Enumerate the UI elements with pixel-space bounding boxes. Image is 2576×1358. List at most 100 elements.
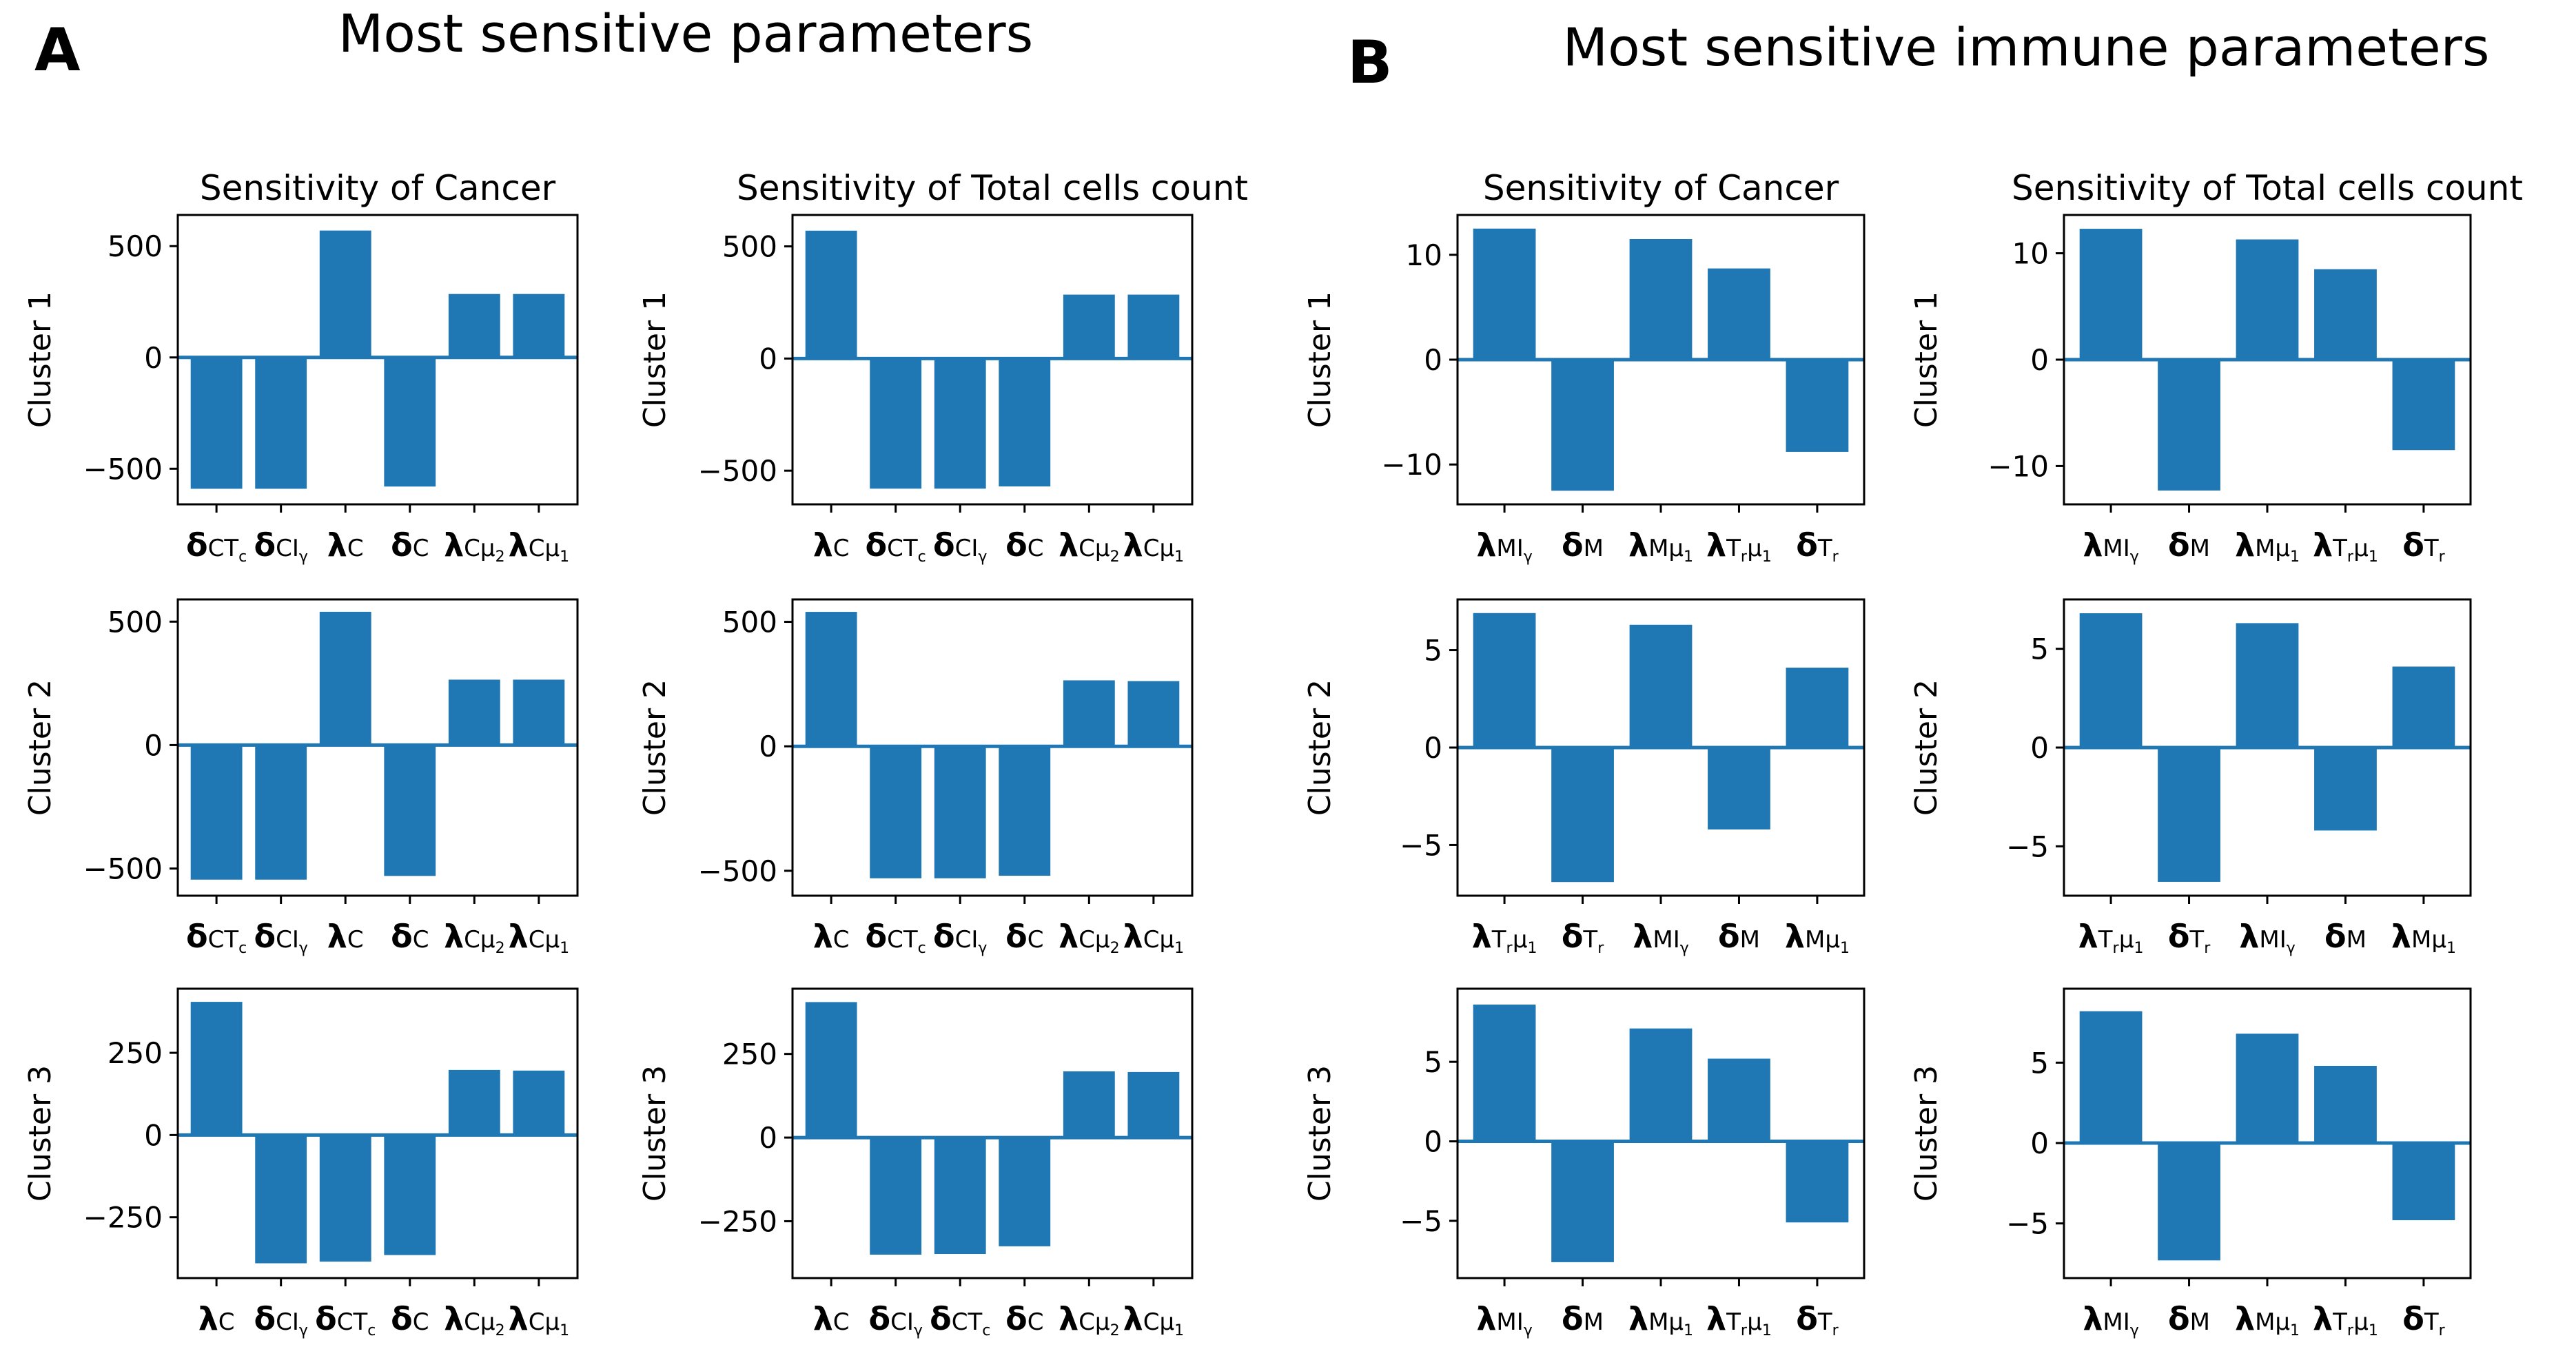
- panel-a-title: Most sensitive parameters: [338, 3, 1033, 64]
- bar: [1708, 268, 1770, 360]
- y-tick-label: 0: [144, 341, 163, 375]
- subplot-title: Sensitivity of Total cells count: [737, 168, 1248, 208]
- bar: [319, 1135, 371, 1262]
- subplot-title: Sensitivity of Total cells count: [2012, 168, 2523, 208]
- bar: [2236, 1033, 2299, 1143]
- bar: [448, 1069, 500, 1135]
- subplot-title: Sensitivity of Cancer: [1483, 168, 1839, 208]
- x-tick-label: δCIγ: [868, 1300, 922, 1339]
- x-tick-label: δTr: [2402, 526, 2445, 566]
- subplot-b-r1-c2: Sensitivity of Total cells count Cluster …: [1909, 168, 2523, 566]
- bar: [999, 358, 1051, 486]
- y-tick-label: −5: [2006, 830, 2049, 863]
- x-tick-label: λMIγ: [2083, 1300, 2139, 1339]
- y-tick-label: 0: [759, 730, 777, 763]
- bar: [2079, 229, 2143, 360]
- y-tick-label: 10: [2012, 237, 2049, 271]
- bar: [384, 745, 436, 876]
- bar: [255, 1135, 307, 1264]
- y-tick-label: 500: [108, 229, 163, 263]
- x-tick-label: λC: [327, 918, 364, 955]
- bar: [1786, 1141, 1849, 1223]
- bar: [255, 357, 307, 489]
- bar: [2236, 623, 2299, 748]
- y-tick-label: 0: [2030, 731, 2049, 765]
- x-tick-label: δTr: [2402, 1300, 2445, 1339]
- x-tick-label: λMIγ: [2083, 526, 2139, 566]
- bar: [1708, 748, 1770, 830]
- x-tick-label: λCμ1: [509, 1300, 570, 1339]
- y-axis-label: Cluster 1: [23, 291, 58, 428]
- x-tick-label: λCμ1: [509, 526, 570, 566]
- y-tick-label: 0: [144, 1118, 163, 1152]
- x-tick-label: λMIγ: [2239, 918, 2296, 957]
- x-tick-label: λMμ1: [2391, 918, 2456, 957]
- bar: [1063, 294, 1115, 359]
- bar: [805, 1002, 857, 1138]
- x-tick-label: λC: [813, 1300, 850, 1337]
- subplot-b-r3-c1: Cluster 3 λMIγ δM λMμ1 λTr μ1 δTr 5 0 −5: [1302, 987, 1865, 1339]
- y-tick-label: 0: [1424, 1125, 1442, 1159]
- bar: [2392, 1143, 2455, 1220]
- bar: [2314, 269, 2377, 360]
- axes-frame: [1456, 987, 1865, 1279]
- x-tick-label: λTr μ1: [1472, 918, 1537, 957]
- bar: [384, 357, 436, 487]
- x-tick-label: λCμ1: [1123, 1300, 1185, 1339]
- bar: [448, 679, 500, 745]
- x-tick-label: λTr μ1: [2078, 918, 2144, 957]
- x-tick-label: λMIγ: [1476, 1300, 1533, 1339]
- x-tick-label: δCTc: [930, 1300, 990, 1339]
- x-tick-label: λC: [198, 1300, 235, 1337]
- bar: [448, 294, 500, 358]
- bar: [934, 746, 986, 878]
- y-tick-label: −5: [2006, 1207, 2049, 1241]
- bar: [2236, 239, 2299, 360]
- bar: [1473, 1005, 1536, 1142]
- y-tick-label: −500: [698, 854, 777, 888]
- x-tick-label: λMμ1: [1628, 526, 1693, 566]
- x-tick-label: δCIγ: [254, 526, 307, 566]
- x-tick-label: δCTc: [186, 526, 247, 566]
- y-tick-label: 5: [2030, 632, 2049, 666]
- x-tick-label: δTr: [2168, 918, 2211, 957]
- bar: [1127, 294, 1180, 359]
- x-tick-label: λTr μ1: [1706, 1300, 1772, 1339]
- subplot-a-r1-c2: Sensitivity of Total cells count Cluster …: [637, 168, 1248, 566]
- x-tick-label: δC: [1005, 526, 1043, 564]
- subplot-b-r2-c1: Cluster 2 λTr μ1 δTr λMIγ δM λMμ1 5 0 −5: [1302, 598, 1865, 957]
- bar: [870, 1138, 922, 1255]
- axes-frame: [2063, 987, 2472, 1279]
- x-tick-label: δCIγ: [933, 918, 987, 957]
- y-axis-label: Cluster 2: [23, 679, 58, 816]
- y-axis-label: Cluster 3: [637, 1065, 673, 1202]
- subplot-b-r1-c1: Sensitivity of Cancer Cluster 1 λMIγ δM λMμ1…: [1302, 168, 1865, 566]
- x-tick-label: δM: [2324, 918, 2367, 955]
- x-tick-label: δCTc: [866, 918, 926, 957]
- y-tick-label: 0: [1424, 731, 1442, 765]
- bar: [319, 611, 371, 745]
- x-tick-label: λMIγ: [1633, 918, 1689, 957]
- y-tick-label: −500: [83, 852, 163, 886]
- subplot-a-r3-c2: Cluster 3 λC δCIγ δCTc δC λCμ2 λCμ1 250 0 −250: [637, 987, 1194, 1339]
- bar: [1127, 681, 1180, 747]
- y-tick-label: 250: [108, 1036, 163, 1070]
- bar: [513, 1070, 565, 1135]
- bar: [1551, 748, 1614, 883]
- bar: [934, 1138, 986, 1255]
- x-tick-label: λCμ1: [1123, 918, 1185, 957]
- axes-frame: [791, 598, 1194, 897]
- bar: [1629, 624, 1693, 748]
- bar: [2158, 748, 2220, 882]
- y-tick-label: −5: [1400, 1204, 1442, 1238]
- bar: [1127, 1071, 1180, 1138]
- x-tick-label: δM: [1562, 526, 1604, 564]
- axes-frame: [176, 598, 579, 897]
- y-tick-label: 0: [1424, 343, 1442, 377]
- x-tick-label: δCIγ: [254, 1300, 307, 1339]
- bar: [2392, 666, 2455, 748]
- x-tick-label: λMμ1: [1628, 1300, 1693, 1339]
- bar: [513, 679, 565, 745]
